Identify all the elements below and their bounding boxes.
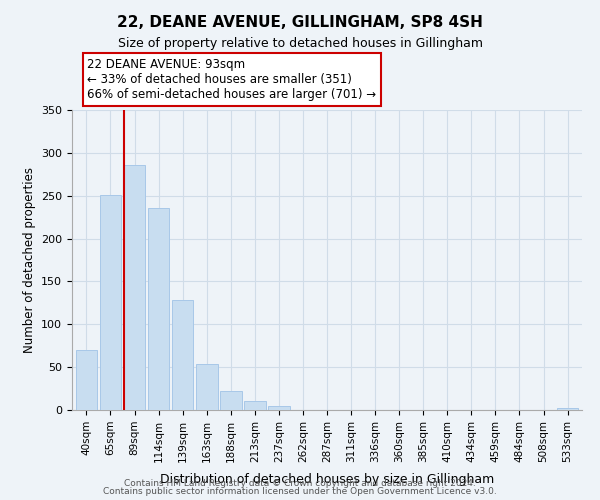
Bar — [196, 364, 218, 410]
Bar — [76, 350, 97, 410]
Text: Contains HM Land Registry data © Crown copyright and database right 2024.: Contains HM Land Registry data © Crown c… — [124, 478, 476, 488]
Text: Contains public sector information licensed under the Open Government Licence v3: Contains public sector information licen… — [103, 487, 497, 496]
Y-axis label: Number of detached properties: Number of detached properties — [23, 167, 35, 353]
Bar — [220, 391, 242, 410]
Bar — [244, 400, 266, 410]
Bar — [148, 208, 169, 410]
Text: Size of property relative to detached houses in Gillingham: Size of property relative to detached ho… — [118, 38, 482, 51]
Text: 22, DEANE AVENUE, GILLINGHAM, SP8 4SH: 22, DEANE AVENUE, GILLINGHAM, SP8 4SH — [117, 15, 483, 30]
Bar — [268, 406, 290, 410]
Text: 22 DEANE AVENUE: 93sqm
← 33% of detached houses are smaller (351)
66% of semi-de: 22 DEANE AVENUE: 93sqm ← 33% of detached… — [88, 58, 376, 101]
Bar — [100, 195, 121, 410]
Bar — [557, 408, 578, 410]
X-axis label: Distribution of detached houses by size in Gillingham: Distribution of detached houses by size … — [160, 473, 494, 486]
Bar — [172, 300, 193, 410]
Bar — [124, 165, 145, 410]
